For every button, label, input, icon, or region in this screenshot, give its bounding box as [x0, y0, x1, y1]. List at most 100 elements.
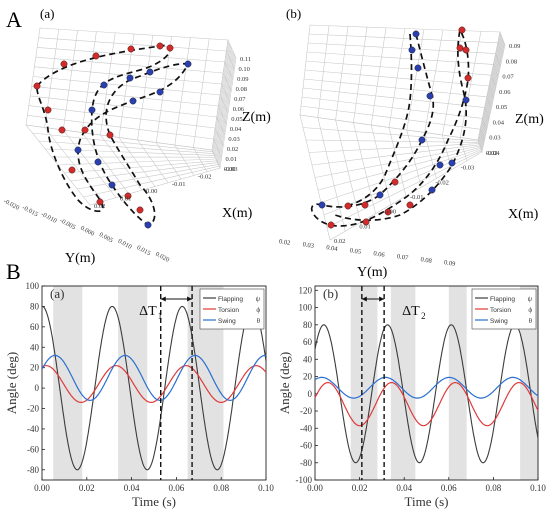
floor	[25, 124, 221, 206]
floor-grid-line	[64, 160, 217, 174]
z-tick-label: 0.00	[224, 166, 235, 173]
angle-chart-panel-a: 0.00 0.02 0.04 0.06 0.08 0.10 -80 -60 -40 -20 0 20 4…	[4, 281, 274, 509]
trajectory-marker	[60, 60, 68, 68]
x-tick-label: 0.02	[334, 238, 345, 245]
z-axis-label-3d-a: Z(m)	[242, 110, 271, 125]
z-tick-label: 0.09	[237, 76, 248, 83]
back-grid-line	[193, 38, 210, 148]
side-grid-line	[213, 138, 222, 158]
y-tick-label: 0.020	[154, 251, 170, 264]
y-tick-label: 0.02	[278, 238, 290, 247]
y-tick-label: 100	[26, 281, 40, 291]
y-tick-label: 0.07	[396, 253, 409, 262]
series-line-torsion	[41, 364, 267, 403]
back-grid-line	[301, 96, 483, 119]
legend-label: Flapping	[218, 296, 243, 303]
z-tick-label: 0.10	[239, 66, 250, 73]
y-tick-label: -40	[27, 424, 39, 434]
floor-grid-line	[70, 162, 218, 182]
y-tick-label: 0.000	[79, 225, 95, 238]
z-tick-label: 0.06	[233, 106, 245, 113]
trajectory-marker	[362, 218, 370, 226]
back-grid-line	[459, 31, 482, 138]
side-grid-line	[214, 127, 224, 147]
y-tick-label: -60	[27, 444, 39, 454]
side-grid-line	[216, 116, 226, 136]
x-tick-label: 0.00	[146, 188, 157, 195]
plot-frame	[41, 285, 267, 481]
trajectory-marker	[136, 206, 144, 214]
z-tick-label: 0.02	[486, 150, 497, 157]
trajectory-marker	[126, 74, 134, 82]
trajectory-marker	[58, 126, 66, 134]
delta-t-subscript: 2	[421, 311, 426, 321]
side-grid-line	[480, 39, 504, 148]
x-tick-label: -0.01	[410, 194, 424, 201]
dashed-trajectory	[36, 44, 190, 226]
x-tick-label: 0.08	[213, 483, 229, 493]
delta-t-label: ΔT	[139, 304, 157, 319]
grid-3d-a	[25, 27, 237, 206]
y-tick-label: 40	[303, 354, 313, 364]
trajectory-marker	[156, 88, 164, 96]
y-tick-label: 0.010	[117, 238, 133, 251]
legend-symbol: ϕ	[528, 306, 532, 314]
x-tick-label: 0.04	[396, 483, 412, 493]
y-tick-label: 0.015	[135, 244, 151, 257]
x-tick-label: 0.04	[124, 483, 140, 493]
delta-t-label: ΔT	[402, 304, 420, 319]
floor-grid-line	[137, 139, 169, 183]
legend-symbol: ψ	[528, 295, 533, 303]
y-tick-label: -0.020	[2, 198, 20, 212]
y-tick-label: -80	[300, 458, 312, 468]
z-tick-label: 0.07	[502, 74, 514, 81]
z-tick-label: 0.06	[499, 89, 511, 96]
side-grid-line	[479, 38, 503, 147]
x-tick-label: 0.06	[441, 483, 457, 493]
trajectory-marker	[100, 81, 108, 89]
side-grid-line	[216, 50, 234, 161]
x-axis-label: Time (s)	[405, 494, 449, 509]
trajectory-marker	[96, 198, 104, 206]
trajectory-3d-panel-a: (a) 0.11 0.10 0.09 0.08 0.07 0.06 0.05 0.04 0.03…	[2, 6, 271, 266]
trajectory-marker	[464, 74, 472, 82]
trajectory-marker	[428, 186, 436, 194]
legend-label: Flapping	[490, 296, 515, 303]
z-tick-label: 0.11	[240, 56, 251, 63]
z-tick-label: 0.03	[228, 136, 239, 143]
x-axis-label: Time (s)	[132, 494, 176, 509]
trajectory-marker	[166, 44, 174, 52]
back-grid-line	[31, 85, 219, 107]
trajectory-marker	[44, 106, 52, 114]
trajectory-marker	[184, 60, 192, 68]
trajectory-marker	[412, 30, 420, 38]
x-tick-label: 0.10	[258, 483, 274, 493]
back-grid-line	[388, 28, 406, 128]
trajectory-marker	[361, 201, 369, 209]
x-tick-label: -0.02	[435, 179, 449, 186]
back-grid-line	[174, 37, 191, 146]
y-tick-label: -0.010	[40, 211, 58, 225]
x-tick-label: -0.03	[461, 165, 475, 172]
x-tick-label: 0.00	[385, 209, 396, 216]
trajectory-marker	[462, 96, 470, 104]
z-tick-label: 0.07	[234, 96, 246, 103]
trajectory-3d-b	[310, 26, 472, 229]
trajectory-marker	[33, 82, 41, 90]
y-axis-label-3d-a: Y(m)	[65, 251, 96, 266]
y-tick-label: -60	[300, 441, 312, 451]
y-tick-label: 40	[30, 342, 40, 352]
trajectory-marker	[106, 131, 114, 139]
row-label-b: B	[6, 259, 21, 284]
back-grid-line	[28, 105, 216, 129]
trajectory-marker	[406, 201, 414, 209]
trajectory-marker	[88, 106, 96, 114]
y-tick-label: 0.03	[302, 241, 314, 250]
floor-grid-line	[326, 150, 482, 228]
series-line-flapping	[314, 324, 539, 464]
trajectory-marker	[344, 202, 352, 210]
dashed-trajectory	[310, 27, 470, 227]
y-tick-label: 0.06	[373, 250, 386, 259]
trajectory-marker	[146, 68, 154, 76]
floor-grid-line	[424, 132, 437, 179]
